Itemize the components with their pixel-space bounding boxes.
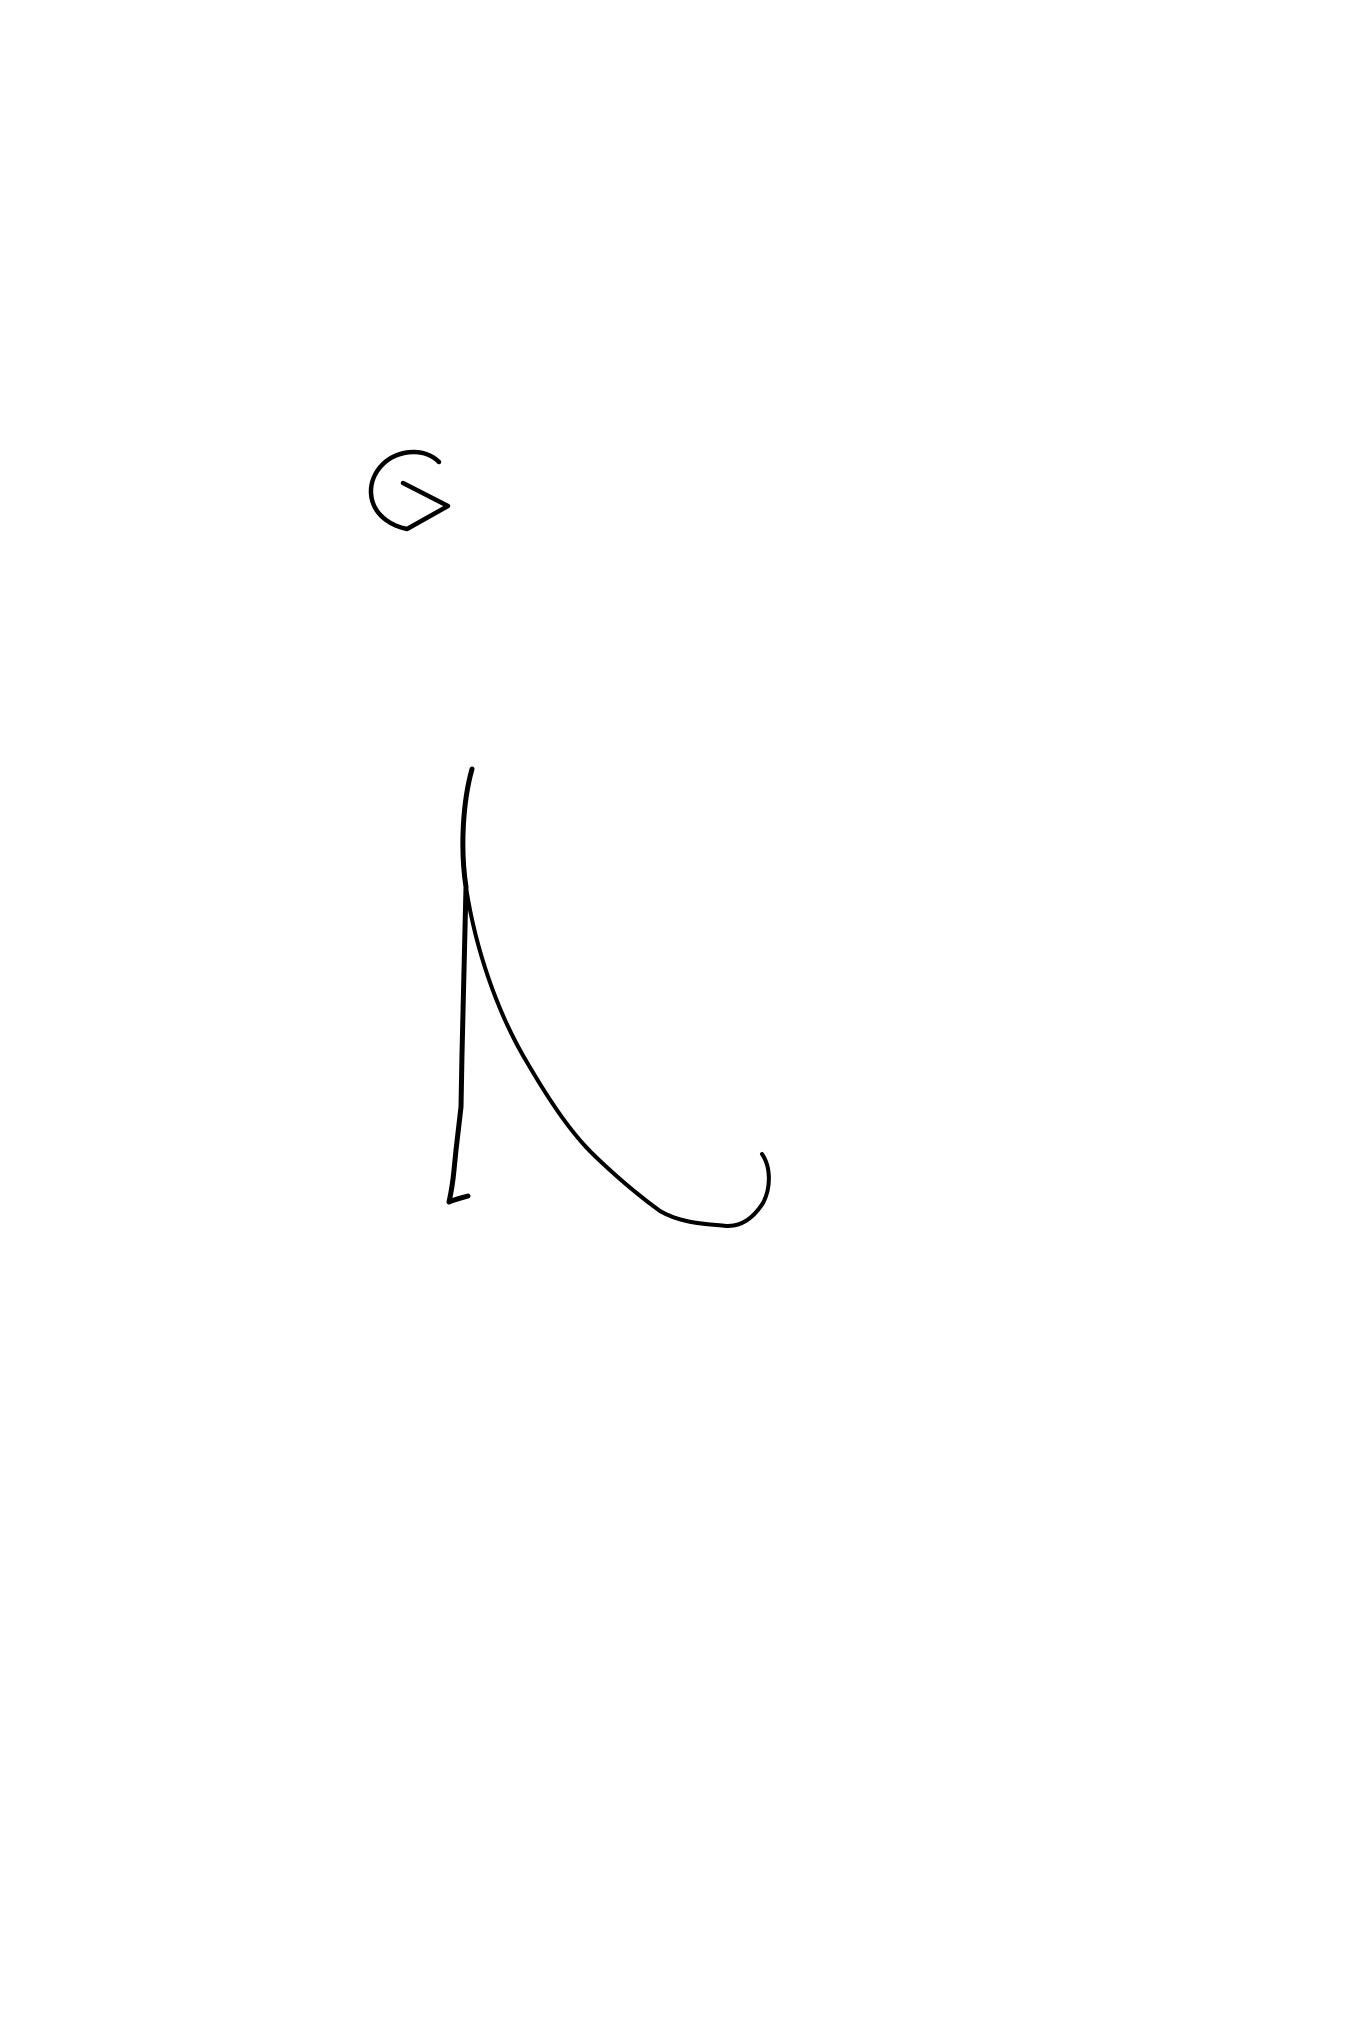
curved-stroke (464, 885, 771, 1229)
small-hook-stroke (368, 449, 451, 532)
left-vertical-stroke (446, 766, 475, 1205)
